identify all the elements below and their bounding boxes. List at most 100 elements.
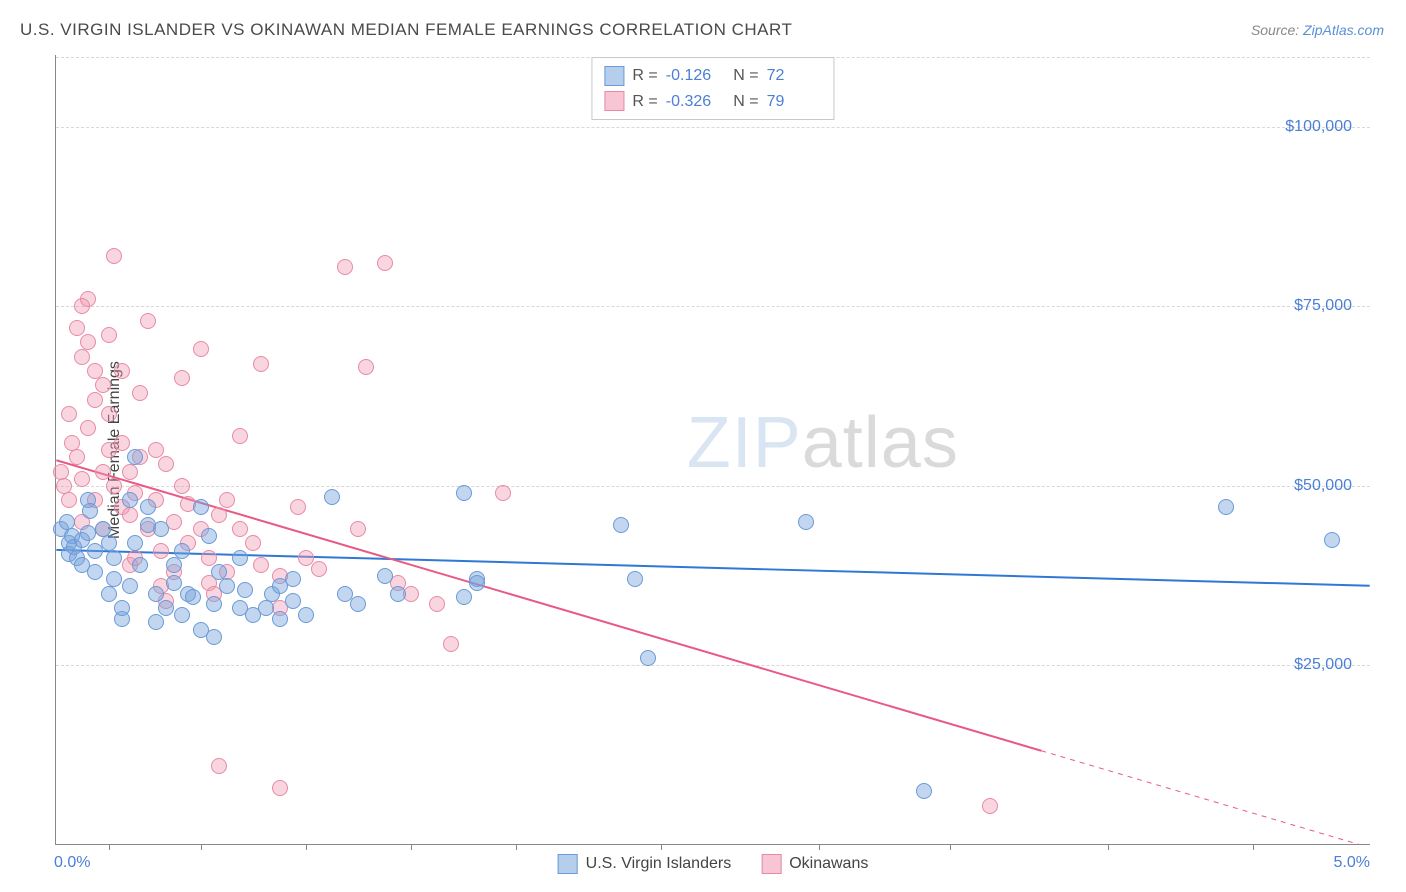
point-pink bbox=[337, 259, 353, 275]
point-pink bbox=[253, 356, 269, 372]
point-blue bbox=[627, 571, 643, 587]
point-blue bbox=[640, 650, 656, 666]
point-blue bbox=[106, 550, 122, 566]
legend-label-0: U.S. Virgin Islanders bbox=[586, 855, 732, 873]
point-blue bbox=[122, 492, 138, 508]
point-pink bbox=[290, 499, 306, 515]
point-pink bbox=[211, 758, 227, 774]
ytick-100000: $100,000 bbox=[1285, 118, 1352, 136]
legend-swatch-blue bbox=[558, 854, 578, 874]
point-pink bbox=[232, 428, 248, 444]
x-max-label: 5.0% bbox=[1334, 854, 1370, 872]
point-blue bbox=[158, 600, 174, 616]
ytick-25000: $25,000 bbox=[1294, 656, 1352, 674]
xtick bbox=[201, 844, 202, 850]
point-blue bbox=[206, 629, 222, 645]
point-blue bbox=[127, 535, 143, 551]
point-pink bbox=[132, 385, 148, 401]
point-blue bbox=[232, 550, 248, 566]
point-pink bbox=[245, 535, 261, 551]
point-pink bbox=[61, 492, 77, 508]
point-pink bbox=[358, 359, 374, 375]
point-pink bbox=[80, 291, 96, 307]
stats-swatch-blue bbox=[604, 66, 624, 86]
xtick bbox=[516, 844, 517, 850]
stat-r-label: R = bbox=[632, 89, 657, 115]
point-blue bbox=[350, 596, 366, 612]
point-pink bbox=[982, 798, 998, 814]
point-blue bbox=[285, 571, 301, 587]
point-pink bbox=[153, 543, 169, 559]
point-blue bbox=[59, 514, 75, 530]
point-blue bbox=[114, 600, 130, 616]
gridline-100000 bbox=[56, 127, 1370, 128]
stat-n-label: N = bbox=[729, 63, 759, 89]
point-blue bbox=[132, 557, 148, 573]
legend-swatch-pink bbox=[761, 854, 781, 874]
point-blue bbox=[285, 593, 301, 609]
point-blue bbox=[201, 528, 217, 544]
point-pink bbox=[211, 507, 227, 523]
stat-n-val-1: 79 bbox=[767, 89, 822, 115]
stat-r-val-1: -0.326 bbox=[666, 89, 721, 115]
trend-lines bbox=[56, 55, 1370, 844]
stat-r-label: R = bbox=[632, 63, 657, 89]
stats-row-1: R = -0.326 N = 79 bbox=[604, 89, 821, 115]
point-pink bbox=[101, 406, 117, 422]
point-blue bbox=[106, 571, 122, 587]
point-blue bbox=[140, 499, 156, 515]
watermark-suffix: atlas bbox=[802, 403, 959, 483]
point-pink bbox=[148, 442, 164, 458]
point-blue bbox=[148, 586, 164, 602]
point-pink bbox=[61, 406, 77, 422]
point-pink bbox=[74, 349, 90, 365]
xtick bbox=[950, 844, 951, 850]
point-pink bbox=[174, 478, 190, 494]
point-blue bbox=[298, 607, 314, 623]
point-blue bbox=[469, 575, 485, 591]
point-pink bbox=[495, 485, 511, 501]
gridline-50000 bbox=[56, 486, 1370, 487]
point-blue bbox=[127, 449, 143, 465]
chart-title: U.S. VIRGIN ISLANDER VS OKINAWAN MEDIAN … bbox=[20, 20, 792, 40]
point-pink bbox=[122, 464, 138, 480]
point-pink bbox=[158, 456, 174, 472]
point-blue bbox=[456, 485, 472, 501]
point-blue bbox=[377, 568, 393, 584]
point-blue bbox=[206, 596, 222, 612]
point-blue bbox=[174, 543, 190, 559]
point-pink bbox=[80, 334, 96, 350]
point-pink bbox=[174, 370, 190, 386]
stats-row-0: R = -0.126 N = 72 bbox=[604, 63, 821, 89]
legend-label-1: Okinawans bbox=[789, 855, 868, 873]
point-blue bbox=[87, 564, 103, 580]
point-blue bbox=[916, 783, 932, 799]
source-name: ZipAtlas.com bbox=[1303, 22, 1384, 38]
point-blue bbox=[166, 557, 182, 573]
point-pink bbox=[429, 596, 445, 612]
point-pink bbox=[122, 507, 138, 523]
xtick bbox=[819, 844, 820, 850]
point-pink bbox=[106, 248, 122, 264]
point-blue bbox=[272, 611, 288, 627]
point-pink bbox=[80, 420, 96, 436]
point-blue bbox=[219, 578, 235, 594]
point-blue bbox=[456, 589, 472, 605]
point-blue bbox=[324, 489, 340, 505]
point-pink bbox=[95, 377, 111, 393]
point-blue bbox=[174, 607, 190, 623]
x-min-label: 0.0% bbox=[54, 854, 90, 872]
point-pink bbox=[232, 521, 248, 537]
watermark: ZIPatlas bbox=[687, 402, 959, 484]
legend-item-0: U.S. Virgin Islanders bbox=[558, 854, 732, 874]
xtick bbox=[109, 844, 110, 850]
source-credit: Source: ZipAtlas.com bbox=[1251, 22, 1384, 38]
point-blue bbox=[1218, 499, 1234, 515]
point-blue bbox=[1324, 532, 1340, 548]
point-pink bbox=[272, 780, 288, 796]
ytick-75000: $75,000 bbox=[1294, 297, 1352, 315]
point-blue bbox=[80, 525, 96, 541]
point-pink bbox=[69, 449, 85, 465]
point-blue bbox=[390, 586, 406, 602]
point-pink bbox=[74, 471, 90, 487]
